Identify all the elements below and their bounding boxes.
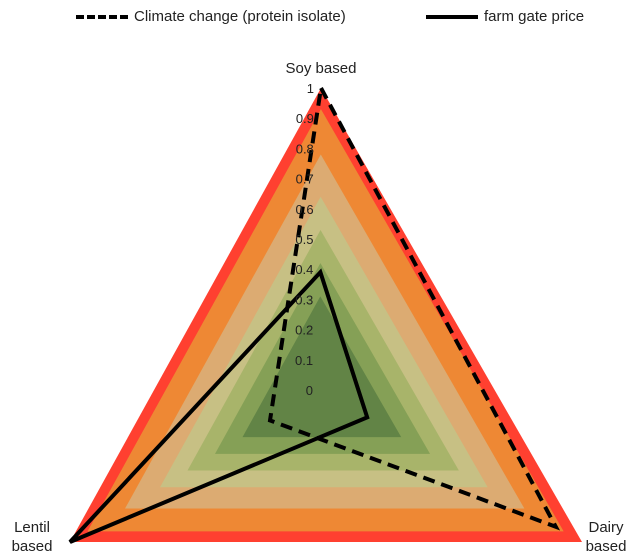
tick-label: 0: [306, 383, 313, 398]
series-line-climate-change: [267, 81, 561, 531]
legend-item-climate: Climate change (protein isolate): [76, 8, 346, 25]
legend-label-climate: Climate change (protein isolate): [134, 8, 346, 25]
axis-label-dairy: Dairy based: [586, 519, 627, 555]
tick-label: 0.4: [295, 262, 313, 277]
tick-label: 0.6: [296, 202, 314, 217]
tick-label: 1: [307, 81, 314, 96]
solid-line-swatch-icon: [426, 14, 478, 19]
tick-label: 0.8: [296, 141, 314, 156]
axis-labels: Soy based Dairy based Lentil based: [12, 60, 627, 555]
tick-label: 0.9: [296, 111, 314, 126]
tick-label: 0.7: [296, 172, 314, 187]
axis-label-lentil: Lentil based: [12, 519, 53, 555]
series-line-farm-gate-price: [68, 268, 370, 544]
tick-label: 0.5: [295, 232, 313, 247]
radial-tick-labels: 0 0.1 0.2 0.3 0.4 0.5 0.6 0.7 0.8 0.9 1: [295, 81, 314, 398]
axis-label-soy: Soy based: [286, 60, 357, 77]
legend-label-price: farm gate price: [484, 8, 585, 25]
tick-label: 0.3: [295, 292, 313, 307]
tick-label: 0.1: [295, 353, 313, 368]
background-bands: [70, 88, 582, 542]
dashed-line-swatch-icon: [76, 14, 128, 19]
legend: Climate change (protein isolate) farm ga…: [0, 0, 632, 40]
chart-series: [68, 81, 561, 544]
tick-label: 0.2: [295, 323, 313, 338]
legend-item-price: farm gate price: [426, 8, 584, 25]
